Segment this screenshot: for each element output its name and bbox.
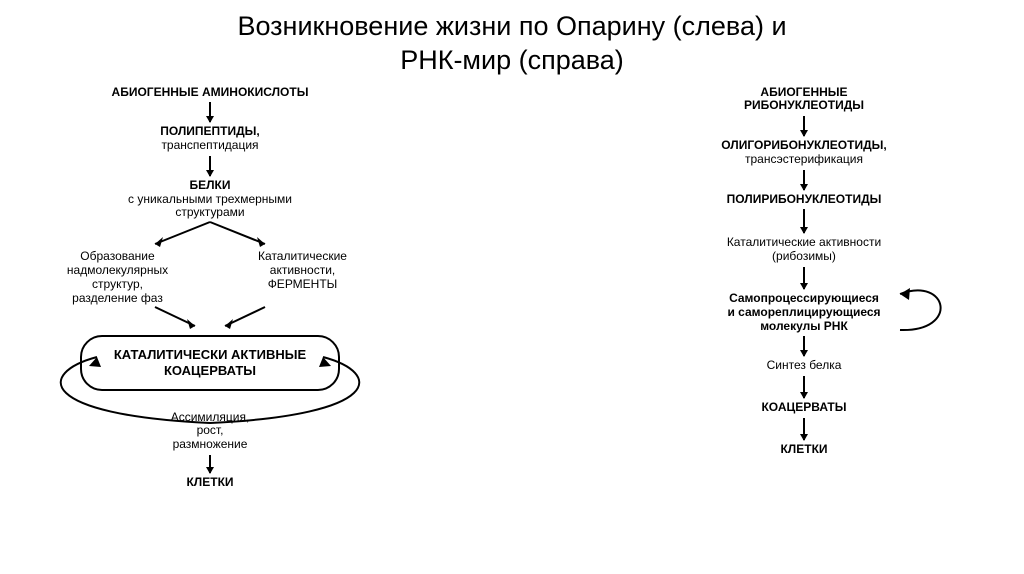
self-loop-icon xyxy=(892,280,956,344)
right-node-ribonucleotides: АБИОГЕННЫЕ РИБОНУКЛЕОТИДЫ xyxy=(744,86,864,114)
arrow-icon xyxy=(803,376,805,398)
right-flowchart: АБИОГЕННЫЕ РИБОНУКЛЕОТИДЫ ОЛИГОРИБОНУКЛЕ… xyxy=(644,86,964,490)
right-node-cells: КЛЕТКИ xyxy=(780,443,827,457)
left-coacervate-box: КАТАЛИТИЧЕСКИ АКТИВНЫЕ КОАЦЕРВАТЫ xyxy=(80,335,340,390)
right-node-selfreplicating: Самопроцессирующиеся и самореплицирующие… xyxy=(694,292,914,333)
left-node-cells: КЛЕТКИ xyxy=(186,476,233,490)
left-branch-enzymes: Каталитические активности, ФЕРМЕНТЫ xyxy=(215,250,390,305)
left-node-polypeptides: ПОЛИПЕПТИДЫ, транспептидация xyxy=(160,125,260,153)
diagram-columns: АБИОГЕННЫЕ АМИНОКИСЛОТЫ ПОЛИПЕПТИДЫ, тра… xyxy=(0,86,1024,490)
arrow-icon xyxy=(209,102,211,122)
title-line2: РНК-мир (справа) xyxy=(400,45,624,75)
left-node-amino: АБИОГЕННЫЕ АМИНОКИСЛОТЫ xyxy=(112,86,309,100)
arrow-icon xyxy=(209,156,211,176)
right-node-coacervates: КОАЦЕРВАТЫ xyxy=(761,401,846,415)
left-node-proteins: БЕЛКИ с уникальными трехмерными структур… xyxy=(128,179,292,220)
left-branches: Образование надмолекулярных структур, ра… xyxy=(30,250,390,305)
left-branch-structures: Образование надмолекулярных структур, ра… xyxy=(30,250,205,305)
arrow-icon xyxy=(803,209,805,233)
page-title: Возникновение жизни по Опарину (слева) и… xyxy=(0,0,1024,78)
left-coacervate-wrap: КАТАЛИТИЧЕСКИ АКТИВНЫЕ КОАЦЕРВАТЫ Ассими… xyxy=(30,335,390,452)
right-node-poly: ПОЛИРИБОНУКЛЕОТИДЫ xyxy=(727,193,882,207)
arrow-icon xyxy=(803,267,805,289)
arrow-icon xyxy=(209,455,211,473)
title-line1: Возникновение жизни по Опарину (слева) и xyxy=(237,11,786,41)
right-node-protein-synthesis: Синтез белка xyxy=(767,359,842,373)
split-arrows-icon xyxy=(110,220,310,250)
right-node-oligo: ОЛИГОРИБОНУКЛЕОТИДЫ, трансэстерификация xyxy=(721,139,886,167)
arrow-icon xyxy=(803,336,805,356)
merge-arrows-icon xyxy=(110,305,310,335)
left-node-assimilation: Ассимиляция, рост, размножение xyxy=(171,411,250,452)
right-node-catalytic: Каталитические активности (рибозимы) xyxy=(727,236,881,264)
arrow-icon xyxy=(803,116,805,136)
arrow-icon xyxy=(803,418,805,440)
arrow-icon xyxy=(803,170,805,190)
left-flowchart: АБИОГЕННЫЕ АМИНОКИСЛОТЫ ПОЛИПЕПТИДЫ, тра… xyxy=(30,86,390,490)
